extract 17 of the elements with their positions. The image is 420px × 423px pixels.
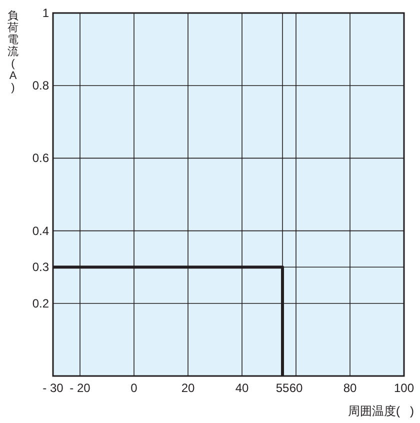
x-tick-label: - 30 <box>42 381 64 395</box>
x-tick-label: 100 <box>394 381 414 395</box>
y-tick-label: 0.4 <box>32 224 50 238</box>
x-tick-label: 55 <box>276 381 290 395</box>
y-tick-label: 0.6 <box>32 151 50 166</box>
y-tick-label: 0.8 <box>32 78 50 93</box>
x-tick-label: 40 <box>235 381 249 395</box>
x-tick-label: 20 <box>181 381 195 395</box>
x-axis-title: 周囲温度( ) <box>348 404 414 418</box>
x-tick-label: 0 <box>130 381 138 395</box>
y-tick-label: 1 <box>42 6 50 20</box>
x-tick-label: 60 <box>289 381 303 395</box>
x-tick-label: 80 <box>343 381 357 395</box>
y-tick-label: 0.2 <box>32 296 50 310</box>
y-axis-title: 負荷電流(A) <box>8 10 18 94</box>
y-tick-label: 0.3 <box>32 260 50 274</box>
x-tick-label: - 20 <box>70 381 91 395</box>
